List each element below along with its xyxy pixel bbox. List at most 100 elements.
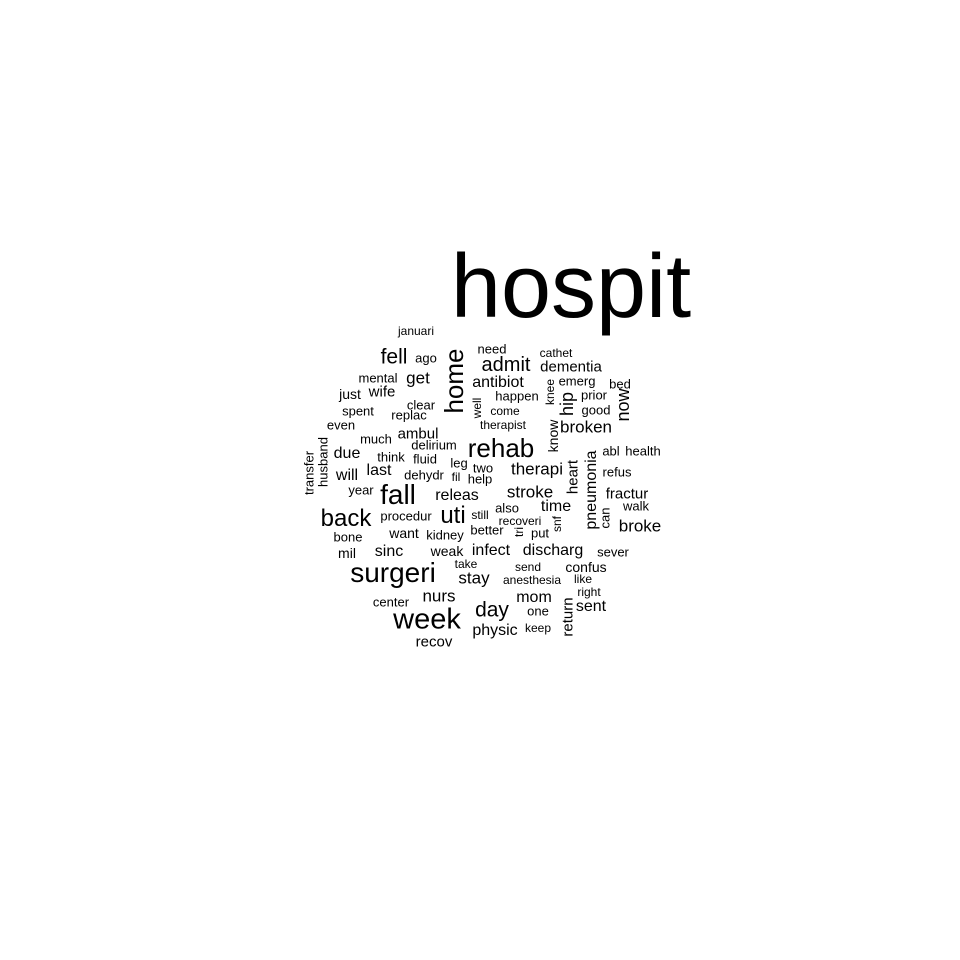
word-need: need [477, 341, 507, 357]
word-center: center [372, 594, 410, 610]
word-prior: prior [580, 387, 608, 403]
word-ago: ago [415, 350, 437, 366]
word-last: last [366, 462, 392, 479]
word-leg: leg [450, 455, 468, 471]
word-anesthesia: anesthesia [502, 573, 562, 587]
word-day: day [475, 598, 509, 622]
word-home: home [439, 348, 469, 414]
word-replac: replac [391, 407, 427, 423]
word-just: just [339, 386, 361, 402]
word-emerg: emerg [558, 373, 596, 389]
word-good: good [581, 402, 611, 418]
word-now: now [613, 388, 633, 422]
word-recov: recov [415, 633, 453, 651]
word-kidney: kidney [426, 527, 464, 543]
word-walk: walk [622, 498, 650, 514]
word-sever: sever [597, 544, 629, 560]
word-admit: admit [481, 354, 531, 376]
word-will: will [335, 467, 359, 484]
word-fluid: fluid [413, 451, 437, 467]
word-weak: weak [430, 543, 464, 559]
word-heart: heart [564, 459, 582, 495]
word-snf: snf [550, 515, 564, 533]
word-fell: fell [380, 345, 408, 369]
word-well: well [470, 397, 484, 419]
word-bone: bone [333, 529, 363, 545]
word-wife: wife [368, 383, 396, 401]
word-fil: fil [451, 470, 461, 484]
word-rehab: rehab [467, 433, 535, 463]
word-two: two [472, 460, 494, 476]
word-confus: confus [565, 559, 607, 575]
word-abl: abl [602, 443, 620, 459]
word-delirium: delirium [411, 437, 457, 453]
word-ambul: ambul [397, 425, 439, 443]
word-week: week [393, 603, 461, 636]
word-hospit: hospit [450, 237, 692, 337]
word-come: come [490, 404, 520, 418]
word-clear: clear [406, 397, 436, 413]
word-broken: broken [560, 417, 612, 437]
word-bed: bed [609, 376, 631, 392]
word-want: want [389, 525, 419, 541]
word-recoveri: recoveri [498, 514, 542, 528]
word-also: also [495, 500, 519, 516]
word-procedur: procedur [380, 508, 432, 524]
word-therapi: therapi [511, 459, 563, 479]
word-back: back [320, 505, 372, 532]
word-husband: husband [315, 437, 331, 487]
word-spent: spent [342, 403, 374, 419]
word-time: time [540, 498, 572, 515]
word-transfer: transfer [301, 450, 317, 496]
word-infect: infect [471, 542, 511, 559]
word-cathet: cathet [539, 346, 573, 360]
word-better: better [470, 522, 504, 538]
word-antibiot: antibiot [472, 374, 524, 391]
word-mental: mental [358, 370, 398, 386]
word-uti: uti [440, 502, 466, 529]
word-sinc: sinc [374, 543, 404, 560]
word-put: put [530, 525, 550, 541]
word-nurs: nurs [422, 586, 456, 606]
word-sent: sent [575, 598, 607, 615]
word-releas: releas [435, 487, 479, 504]
word-mom: mom [516, 589, 552, 606]
word-return: return [559, 597, 577, 637]
word-year: year [348, 482, 374, 498]
word-fractur: fractur [605, 485, 649, 503]
word-even: even [326, 417, 356, 433]
word-januari: januari [397, 324, 435, 338]
word-tri: tri [512, 527, 526, 537]
word-stroke: stroke [506, 482, 554, 502]
word-refus: refus [602, 464, 632, 480]
word-send: send [514, 560, 542, 574]
word-hip: hip [557, 391, 577, 417]
word-dehydr: dehydr [404, 467, 444, 483]
word-physic: physic [472, 622, 518, 639]
word-due: due [333, 445, 361, 462]
word-can: can [597, 507, 613, 529]
word-like: like [573, 572, 593, 586]
word-much: much [360, 431, 392, 447]
word-take: take [454, 557, 478, 571]
word-stay: stay [458, 568, 490, 588]
word-happen: happen [495, 388, 539, 404]
word-fall: fall [380, 479, 416, 510]
word-one: one [527, 603, 549, 619]
word-right: right [577, 585, 601, 599]
word-help: help [467, 471, 493, 487]
word-dementia: dementia [540, 358, 602, 376]
word-discharg: discharg [522, 542, 584, 559]
word-mil: mil [338, 545, 356, 561]
word-broke: broke [618, 516, 662, 536]
word-keep: keep [524, 621, 552, 635]
word-still: still [471, 508, 489, 522]
word-knee: knee [543, 378, 557, 406]
word-know: know [545, 419, 561, 453]
word-surgeri: surgeri [350, 557, 436, 588]
word-therapist: therapist [479, 418, 527, 432]
word-get: get [406, 368, 430, 388]
word-think: think [377, 449, 405, 465]
word-health: health [625, 443, 661, 459]
